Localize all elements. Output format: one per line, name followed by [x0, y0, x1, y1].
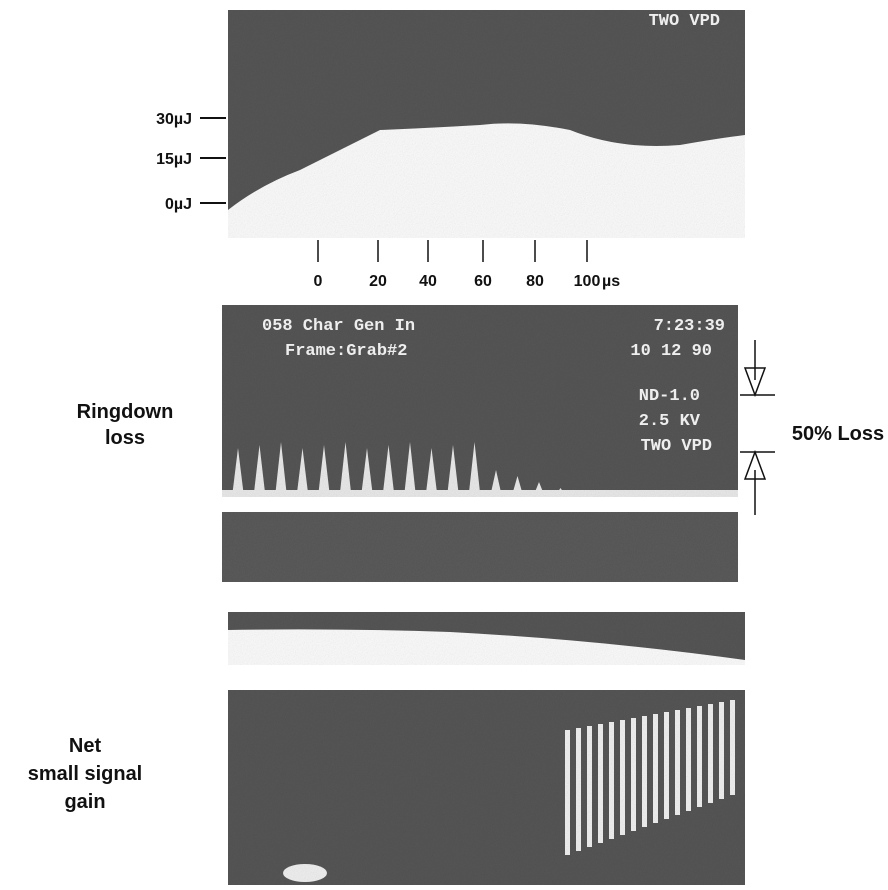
photo-spike: [361, 448, 373, 497]
screen-text: TWO VPD: [641, 437, 712, 456]
label-line: gain: [64, 791, 105, 813]
energy-label: 15µJ: [156, 151, 192, 168]
photo-spike: [598, 724, 603, 843]
photo-spike: [232, 448, 244, 497]
screen-text: Frame:Grab#2: [285, 342, 407, 361]
photo-spike: [468, 442, 481, 497]
gain-photo: [228, 690, 745, 885]
photo-spike: [382, 445, 395, 497]
photo-spike: [339, 442, 352, 497]
tick-label: 20: [369, 273, 387, 290]
tick-label: 40: [419, 273, 437, 290]
tick-label: 60: [474, 273, 492, 290]
photo-spike: [697, 706, 702, 807]
screen-text: 058 Char Gen In: [262, 317, 415, 336]
photo-spike: [708, 704, 713, 803]
screen-text: 7:23:39: [654, 317, 725, 336]
tick-unit: µs: [602, 273, 620, 290]
photo-spike: [447, 445, 459, 497]
photo-spike: [719, 702, 724, 799]
photo-spike: [275, 442, 287, 497]
loss-label: 50% Loss: [792, 423, 884, 445]
photo-blob: [283, 864, 327, 882]
photo-base: [222, 490, 738, 497]
tick-label: 100: [574, 273, 601, 290]
photo-spike: [587, 726, 592, 847]
photo-spike: [609, 722, 614, 839]
photo-spike: [642, 716, 647, 827]
photo-spike: [425, 448, 438, 497]
ringdown-label: Ringdown loss: [77, 401, 174, 449]
loss-arrows: [740, 340, 775, 515]
photo-spike: [686, 708, 691, 811]
energy-axis: 30µJ 15µJ 0µJ: [156, 111, 226, 213]
photo-strip: [222, 512, 738, 582]
screen-text: TWO VPD: [649, 12, 720, 31]
screen-text: ND-1.0: [639, 387, 700, 406]
ringdown-screen: 058 Char Gen In 7:23:39 Frame:Grab#2 10 12 …: [262, 317, 725, 456]
label-line: Net: [69, 735, 102, 757]
gain-label: Net small signal gain: [28, 735, 143, 813]
energy-label: 30µJ: [156, 111, 192, 128]
label-line: loss: [105, 427, 145, 449]
time-axis: 0 20 40 60 80 100 µs: [314, 240, 620, 290]
screen-text: 2.5 KV: [639, 412, 701, 431]
photo-spike: [664, 712, 669, 819]
photo-spike: [653, 714, 658, 823]
top-photo: [228, 10, 745, 238]
label-line: small signal: [28, 763, 143, 785]
label-line: Ringdown: [77, 401, 174, 423]
photo-spike: [253, 445, 266, 497]
energy-label: 0µJ: [165, 196, 192, 213]
ringdown-photo: [222, 305, 738, 497]
photo-spike: [576, 728, 581, 851]
screen-text: 10 12 90: [630, 342, 712, 361]
photo-spike: [730, 700, 735, 795]
photo-spike: [675, 710, 680, 815]
photo-spike: [404, 442, 416, 497]
photo-spike: [565, 730, 570, 855]
gain-baseline-photo: [228, 612, 745, 665]
photo-spike: [620, 720, 625, 835]
tick-label: 80: [526, 273, 544, 290]
photo-spike: [318, 445, 330, 497]
tick-label: 0: [314, 273, 323, 290]
photo-spike: [296, 448, 309, 497]
photo-spike: [631, 718, 636, 831]
